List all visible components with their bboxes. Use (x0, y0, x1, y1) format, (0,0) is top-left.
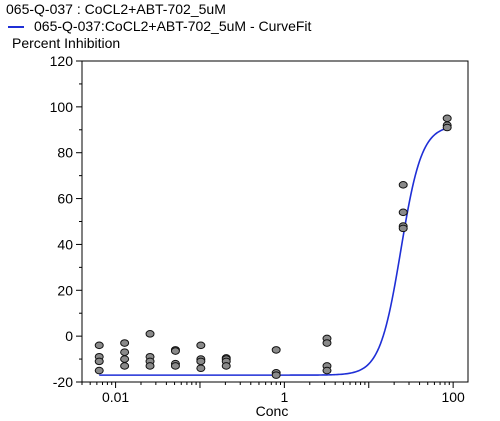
data-point (398, 208, 408, 217)
data-point (322, 339, 332, 347)
curve-fit-line (99, 127, 448, 376)
data-point (170, 362, 180, 370)
y-tick-label: 60 (57, 191, 73, 207)
data-points (94, 114, 452, 379)
y-tick-label: 0 (65, 328, 73, 344)
y-tick-label: -20 (53, 374, 73, 390)
data-point (94, 366, 104, 375)
y-axis: -20 0 20 40 60 80 100 120 (50, 53, 82, 390)
x-tick-label: 1 (280, 389, 288, 405)
data-point (196, 357, 206, 366)
legend-line-swatch (8, 26, 24, 28)
y-tick-label: 80 (57, 145, 73, 161)
chart-title: 065-Q-037 : CoCL2+ABT-702_5uM (6, 1, 226, 17)
data-point (271, 346, 281, 354)
data-point (94, 341, 104, 350)
y-tick-label: 40 (57, 236, 73, 252)
data-point (442, 123, 452, 132)
legend-label: 065-Q-037:CoCL2+ABT-702_5uM - CurveFit (34, 18, 312, 34)
data-point (322, 366, 332, 375)
x-tick-label: 100 (441, 389, 465, 405)
y-tick-label: 100 (50, 99, 74, 115)
plot-frame (81, 60, 469, 383)
data-point (145, 330, 155, 338)
data-point (120, 339, 130, 347)
x-axis-label: Conc (256, 403, 289, 419)
y-axis-label: Percent Inhibition (12, 35, 121, 51)
x-tick-label: 0.01 (102, 389, 129, 405)
data-point (94, 357, 104, 366)
legend-entry-curvefit: 065-Q-037:CoCL2+ABT-702_5uM - CurveFit (8, 19, 311, 34)
data-point (170, 347, 180, 355)
data-point (398, 224, 408, 233)
data-point (442, 114, 452, 123)
data-point (196, 341, 206, 350)
data-point (221, 362, 231, 370)
data-point (398, 181, 408, 189)
y-tick-label: 20 (57, 282, 73, 298)
data-point (271, 371, 281, 379)
data-point (120, 362, 130, 370)
data-point (196, 364, 206, 373)
x-axis: 0.01 1 100 (81, 382, 465, 405)
data-point (145, 362, 155, 370)
data-point (120, 348, 130, 356)
data-point (120, 355, 130, 363)
y-tick-label: 120 (50, 53, 74, 69)
